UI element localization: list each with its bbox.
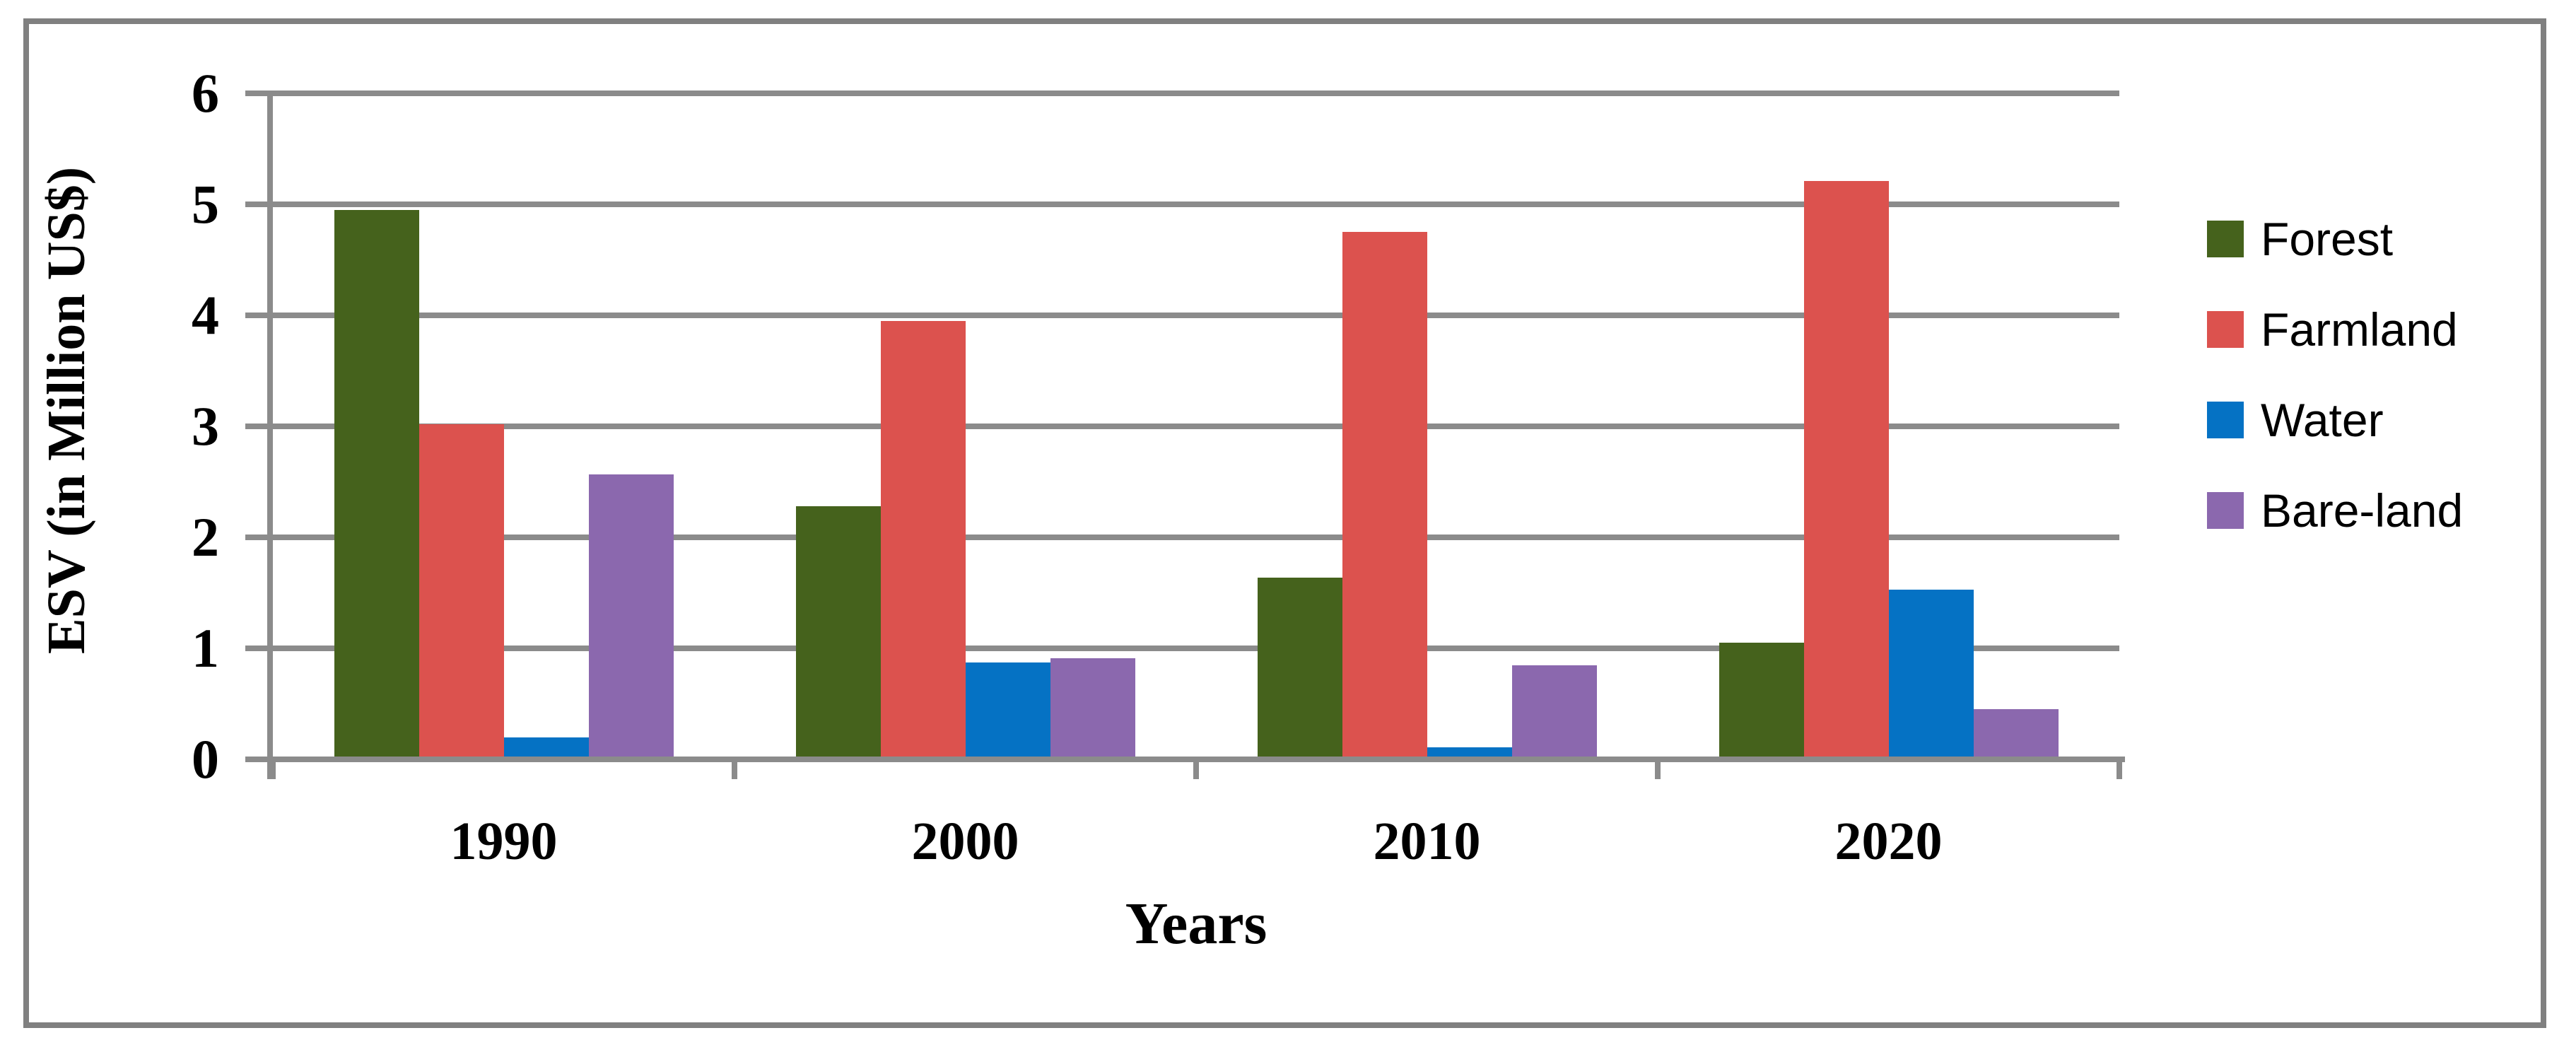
figure-border <box>23 18 2546 1028</box>
x-tick-0 <box>270 762 276 779</box>
bar-farmland-1990 <box>418 424 504 759</box>
y-axis-line <box>267 90 273 779</box>
x-tick-1 <box>732 762 737 779</box>
y-tick-label-3: 3 <box>192 395 219 457</box>
gridline-y-6 <box>273 90 2119 96</box>
y-tick-label-1: 1 <box>192 617 219 679</box>
x-tick-label-2000: 2000 <box>911 812 1019 871</box>
gridline-y-3 <box>273 424 2119 429</box>
legend-swatch-forest <box>2207 221 2244 257</box>
y-tick-label-2: 2 <box>192 506 219 568</box>
y-tick-0 <box>245 757 267 762</box>
legend-swatch-farmland <box>2207 311 2244 348</box>
legend-label-water: Water <box>2261 394 2384 446</box>
bar-farmland-2010 <box>1342 232 1427 759</box>
y-tick-5 <box>245 202 267 207</box>
legend-label-forest: Forest <box>2261 213 2394 265</box>
y-tick-label-5: 5 <box>192 173 219 235</box>
bar-forest-2020 <box>1719 643 1804 759</box>
bar-bare-land-2000 <box>1050 658 1135 759</box>
x-tick-4 <box>2117 762 2122 779</box>
bar-water-2000 <box>965 662 1050 759</box>
x-axis-title: Years <box>1125 891 1267 957</box>
bar-farmland-2020 <box>1803 181 1889 759</box>
y-tick-6 <box>245 90 267 96</box>
y-tick-1 <box>245 646 267 651</box>
bar-water-2020 <box>1888 589 1974 759</box>
y-tick-label-4: 4 <box>192 284 219 346</box>
bar-forest-1990 <box>334 209 419 759</box>
gridline-y-2 <box>273 535 2119 540</box>
y-tick-label-0: 0 <box>192 728 219 790</box>
y-tick-4 <box>245 313 267 318</box>
bar-farmland-2000 <box>880 320 966 759</box>
bar-water-2010 <box>1427 747 1512 759</box>
gridline-y-4 <box>273 313 2119 318</box>
y-tick-2 <box>245 535 267 540</box>
x-tick-label-1990: 1990 <box>450 812 558 871</box>
legend-swatch-water <box>2207 402 2244 438</box>
y-tick-label-6: 6 <box>192 62 219 124</box>
bar-bare-land-1990 <box>588 474 674 759</box>
x-axis-line <box>267 757 2125 762</box>
gridline-y-1 <box>273 646 2119 651</box>
bar-water-1990 <box>503 737 589 759</box>
x-tick-3 <box>1655 762 1661 779</box>
gridline-y-5 <box>273 202 2119 207</box>
x-tick-label-2020: 2020 <box>1834 812 1943 871</box>
bar-bare-land-2010 <box>1511 665 1597 759</box>
bar-bare-land-2020 <box>1973 709 2059 759</box>
y-tick-3 <box>245 424 267 429</box>
x-tick-2 <box>1193 762 1199 779</box>
legend-label-bare-land: Bare-land <box>2261 484 2464 537</box>
legend-label-farmland: Farmland <box>2261 303 2458 356</box>
bar-forest-2010 <box>1257 577 1342 759</box>
legend-swatch-bare-land <box>2207 492 2244 529</box>
x-tick-label-2010: 2010 <box>1373 812 1481 871</box>
bar-forest-2000 <box>795 506 881 759</box>
